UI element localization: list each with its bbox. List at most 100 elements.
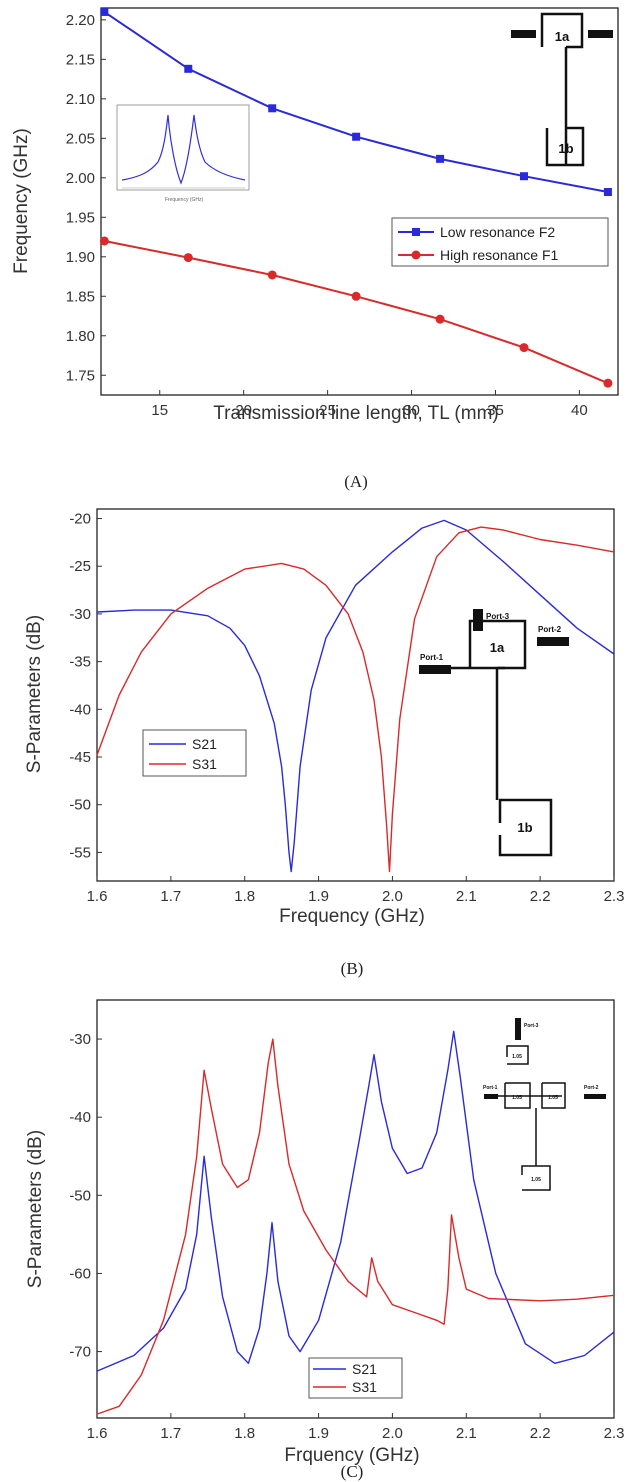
y-ticks: -55 -50 -45 -40 -35 -30 -25 -20 (69, 511, 102, 861)
schematic-label-bottom: 1.05 (531, 1177, 541, 1183)
plot-frame (96, 508, 615, 882)
inset-plot: Frequency (GHz) (116, 104, 250, 203)
legend-label-f1: High resonance F1 (440, 247, 559, 263)
data-point (268, 104, 277, 113)
schematic-label-1a: 1a (555, 29, 570, 44)
legend-label-s31: S31 (192, 756, 217, 772)
resonator-schematic: 1a 1b (511, 12, 613, 167)
x-tick-label: 2.3 (604, 888, 625, 905)
x-axis-label: Transmission line length, TL (mm) (213, 403, 498, 424)
data-point (436, 154, 445, 163)
x-tick-label: 2.1 (456, 888, 477, 905)
y-tick-label: -25 (69, 558, 91, 575)
legend: S21 S31 (142, 729, 247, 777)
y-axis-label: S-Parameters (dB) (24, 615, 45, 773)
y-tick-label: 2.20 (66, 12, 95, 29)
plot-frame (100, 7, 619, 396)
schematic-label-1b: 1b (517, 820, 532, 835)
y-tick-label: 1.95 (66, 209, 95, 226)
x-tick-label: 15 (151, 402, 168, 419)
data-point (435, 314, 445, 324)
x-tick-label: 2.0 (382, 1425, 403, 1442)
caption-c: (C) (341, 1462, 364, 1481)
x-tick-label: 1.8 (234, 888, 255, 905)
y-tick-label: 1.85 (66, 288, 95, 305)
caption-a: (A) (344, 472, 368, 491)
schematic-port-2: Port-2 (584, 1085, 599, 1091)
schematic-port-1: Port-1 (420, 653, 444, 662)
y-tick-label: -50 (69, 1187, 91, 1204)
panel-b: -55 -50 -45 -40 -35 -30 -25 -20 1.6 1.7 1.8 1.9 2.0… (24, 508, 625, 978)
x-ticks: 1.6 1.7 1.8 1.9 2.0 2.1 2.2 2.3 (87, 1413, 625, 1442)
y-tick-label: -50 (69, 797, 91, 814)
panel-c: -70 -60 -50 -40 -30 1.6 1.7 1.8 1.9 2.0 2.1 2.2 2.3… (25, 999, 625, 1481)
legend-label-f2: Low resonance F2 (440, 224, 555, 240)
panel-a: 1.75 1.80 1.85 1.90 1.95 2.00 2.05 2.10 2.15 2.20… (11, 7, 619, 491)
y-tick-label: 1.90 (66, 249, 95, 266)
x-tick-label: 30 (403, 402, 420, 419)
x-tick-label: 2.2 (530, 1425, 551, 1442)
schematic-port-3: Port-3 (486, 612, 510, 621)
y-tick-label: 2.00 (66, 170, 95, 187)
plot-frame (96, 999, 615, 1419)
x-tick-label: 35 (487, 402, 504, 419)
data-point (99, 236, 109, 246)
x-ticks: 15 20 25 30 35 40 (151, 390, 588, 419)
y-tick-label: -60 (69, 1265, 91, 1282)
legend-label-s21: S21 (192, 736, 217, 752)
schematic-label-top: 1.05 (512, 1054, 522, 1060)
schematic-port-3: Port-3 (524, 1023, 539, 1029)
y-tick-label: -70 (69, 1344, 91, 1361)
x-tick-label: 2.3 (604, 1425, 625, 1442)
x-tick-label: 25 (319, 402, 336, 419)
resonator-schematic: Port-3 Port-2 Port-1 1a 1b (419, 609, 569, 857)
series-group (99, 7, 613, 388)
series-line-s21 (96, 519, 615, 873)
x-tick-label: 1.6 (87, 1425, 108, 1442)
caption-b: (B) (341, 959, 364, 978)
y-ticks: -70 -60 -50 -40 -30 (69, 1031, 102, 1361)
series-line-s21 (96, 1030, 615, 1372)
data-point (603, 188, 612, 197)
data-point (184, 64, 193, 73)
schematic-label-1b: 1b (558, 141, 573, 156)
x-tick-label: 1.9 (308, 888, 329, 905)
svg-text:Frequency (GHz): Frequency (GHz) (165, 197, 204, 203)
series-line-s31 (96, 1038, 615, 1415)
y-tick-label: 1.75 (66, 367, 95, 384)
y-tick-label: -40 (69, 701, 91, 718)
x-ticks: 1.6 1.7 1.8 1.9 2.0 2.1 2.2 2.3 (87, 876, 625, 905)
schematic-port-1: Port-1 (483, 1085, 498, 1091)
legend-label-s21: S21 (352, 1361, 377, 1377)
x-tick-label: 2.2 (530, 888, 551, 905)
schematic-label-mid-right: 1.05 (548, 1095, 558, 1101)
x-axis-label: Frequency (GHz) (279, 906, 425, 927)
data-point (603, 378, 613, 388)
resonator-schematic: Port-3 1.05 Port-1 Port-2 1.05 1.05 1.05 (483, 1018, 606, 1191)
x-tick-label: 2.0 (382, 888, 403, 905)
y-tick-label: 2.10 (66, 91, 95, 108)
schematic-label-1a: 1a (490, 640, 505, 655)
y-tick-label: 2.05 (66, 130, 95, 147)
legend-label-s31: S31 (352, 1379, 377, 1395)
y-tick-label: -30 (69, 606, 91, 623)
x-tick-label: 1.7 (160, 1425, 181, 1442)
y-tick-label: -40 (69, 1109, 91, 1126)
y-tick-label: -35 (69, 654, 91, 671)
x-axis-label: Frquency (GHz) (284, 1445, 419, 1466)
y-tick-label: 1.80 (66, 328, 95, 345)
x-tick-label: 1.9 (308, 1425, 329, 1442)
y-tick-label: 2.15 (66, 51, 95, 68)
y-tick-label: -20 (69, 511, 91, 528)
x-tick-label: 2.1 (456, 1425, 477, 1442)
x-tick-label: 1.7 (160, 888, 181, 905)
y-tick-label: -45 (69, 749, 91, 766)
y-axis-label: Frequency (GHz) (11, 128, 32, 274)
legend: Low resonance F2 High resonance F1 (391, 217, 609, 267)
series-group (96, 519, 615, 873)
data-point (351, 291, 361, 301)
data-point (352, 132, 361, 141)
x-tick-label: 1.6 (87, 888, 108, 905)
y-tick-label: -55 (69, 844, 91, 861)
data-point (267, 270, 277, 280)
